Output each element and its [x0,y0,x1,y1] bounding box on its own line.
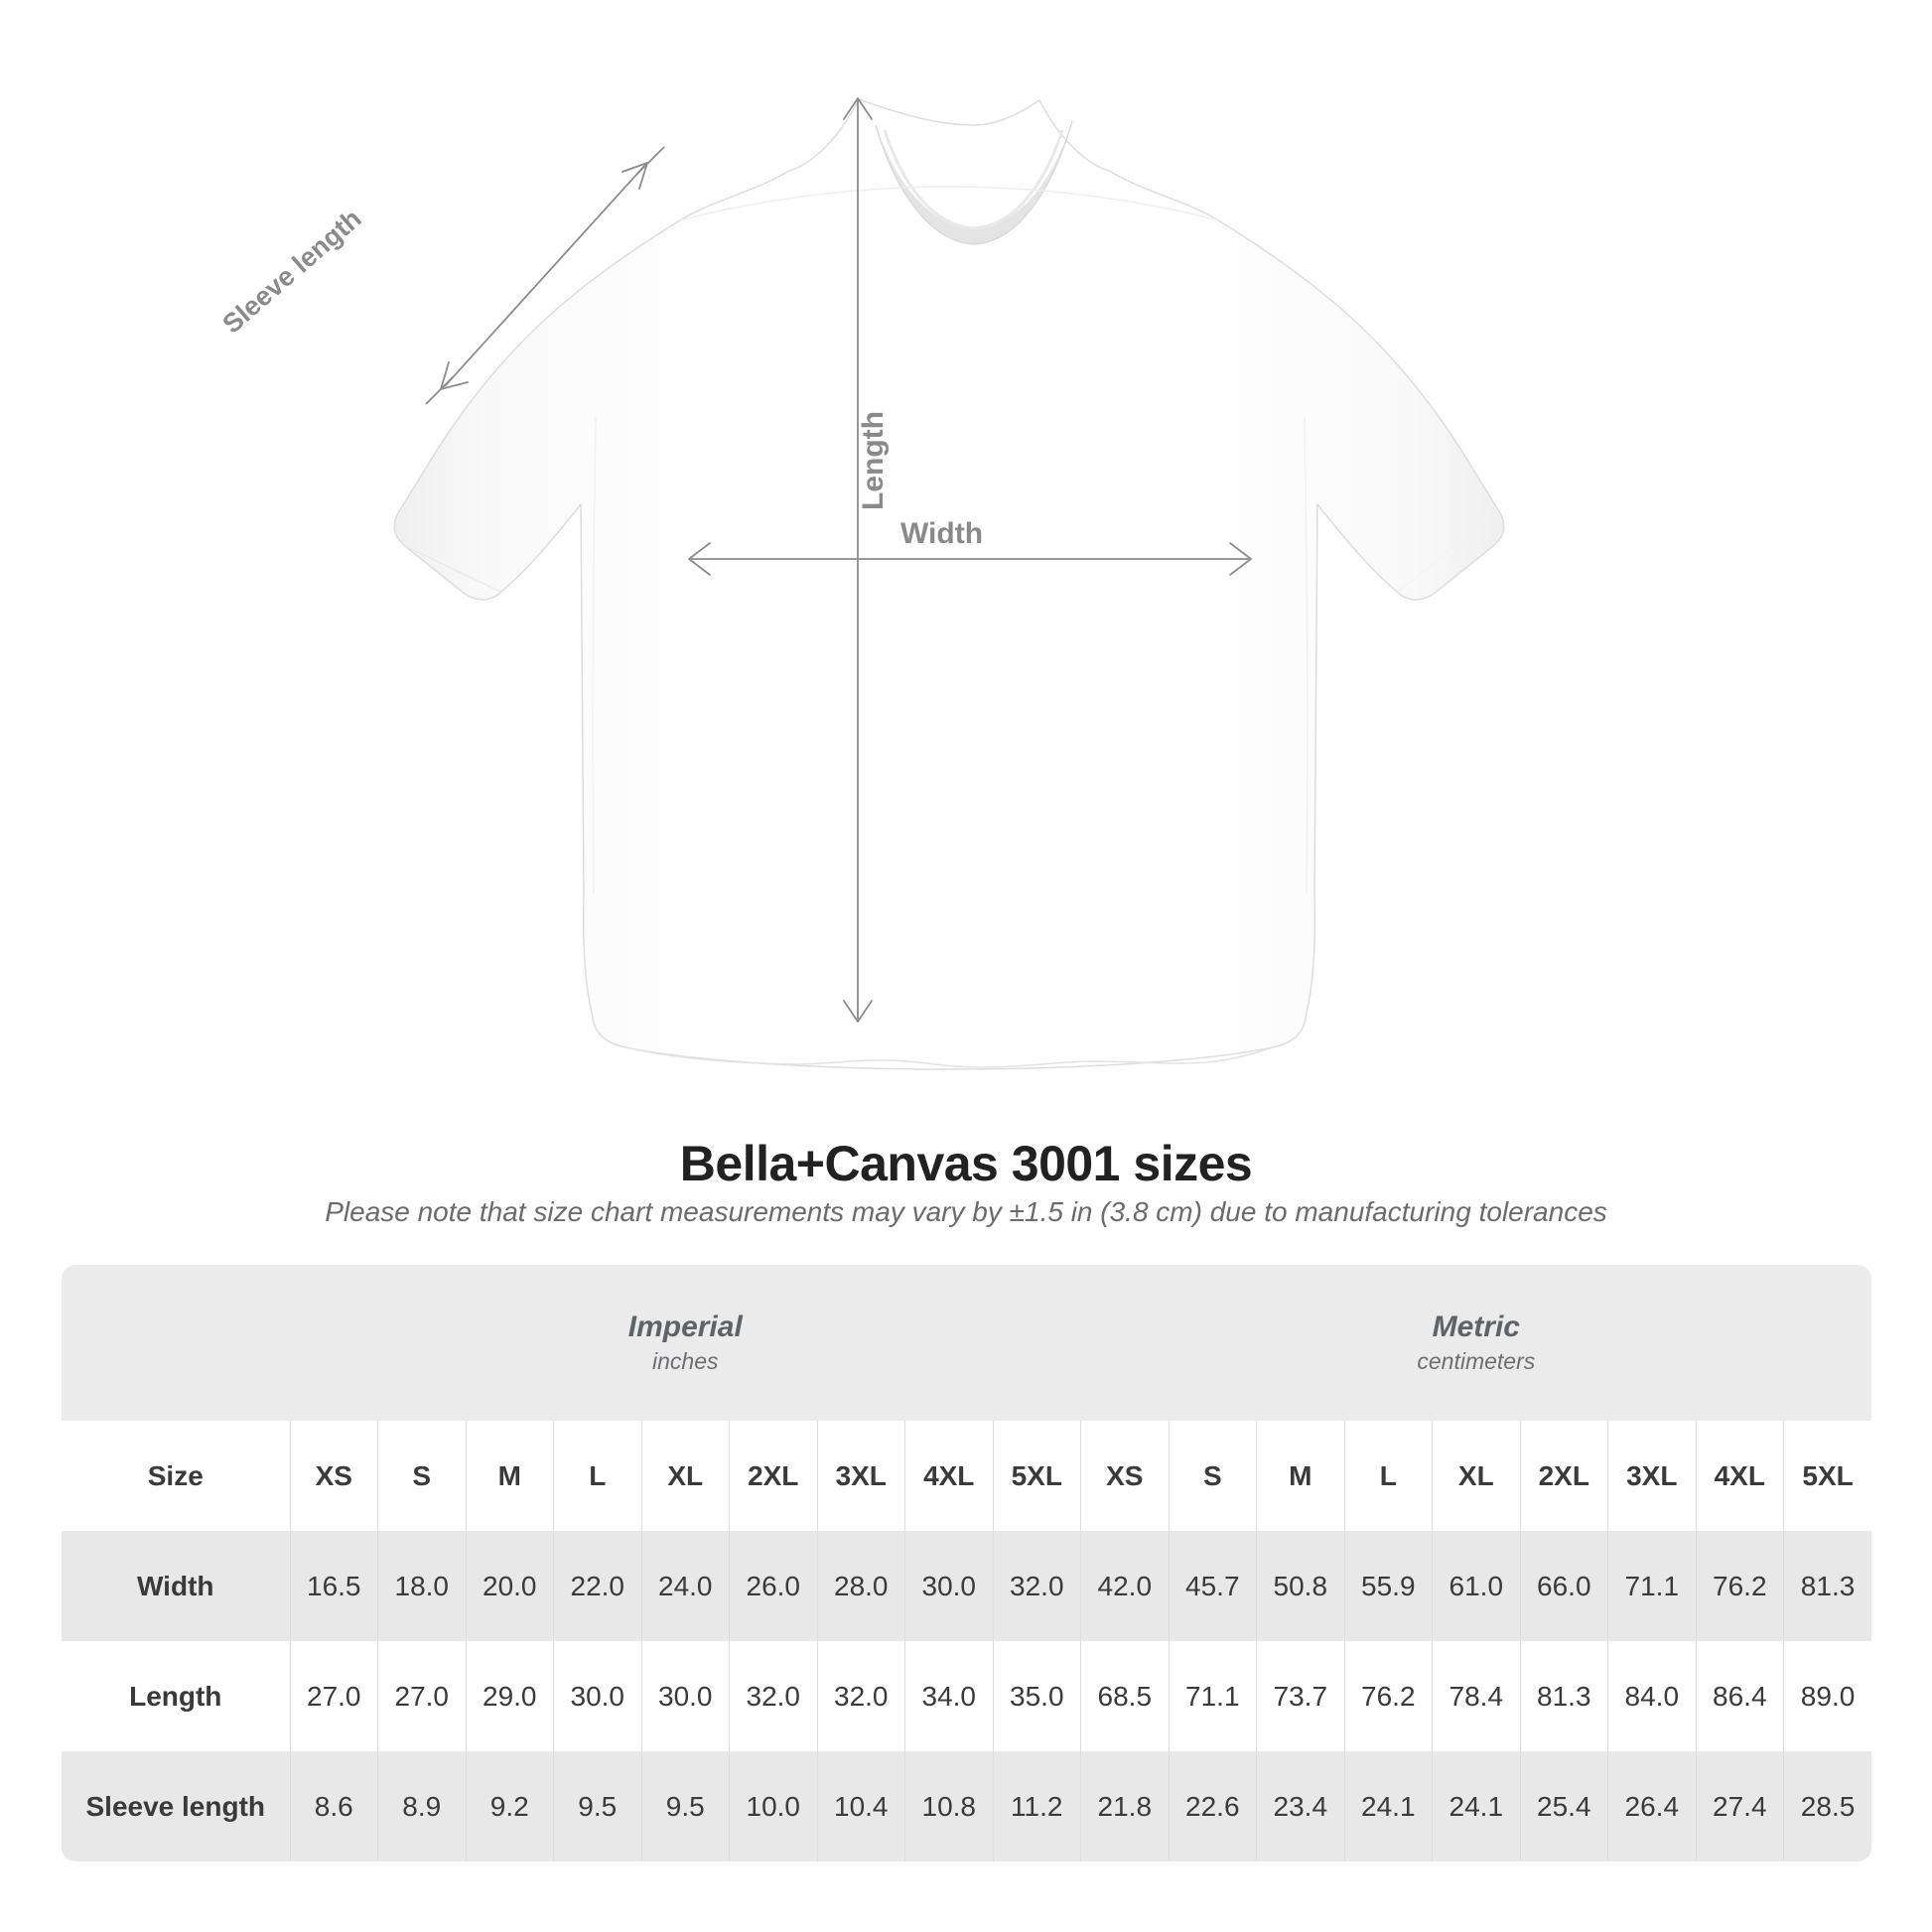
svg-text:Length: Length [857,411,890,510]
svg-text:Width: Width [900,517,983,550]
svg-text:Sleeve length: Sleeve length [217,204,367,340]
